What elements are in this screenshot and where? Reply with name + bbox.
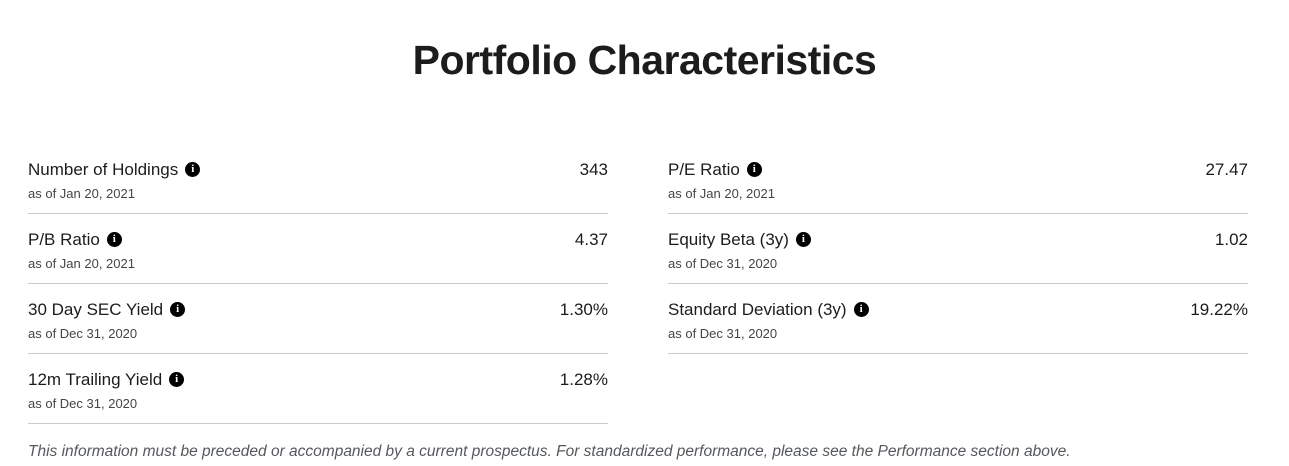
info-icon[interactable]: i xyxy=(795,232,811,248)
metric-label-wrap: 12m Trailing Yield i xyxy=(28,369,185,390)
metric-value: 1.30% xyxy=(559,300,608,320)
metric-label-wrap: 30 Day SEC Yield i xyxy=(28,299,186,320)
page-title: Portfolio Characteristics xyxy=(412,37,877,83)
metric-value: 1.28% xyxy=(559,370,608,390)
metrics-column-right: P/E Ratio i 27.47 as of Jan 20, 2021 Equ… xyxy=(668,159,1248,369)
metric-row-right-0: P/E Ratio i 27.47 as of Jan 20, 2021 xyxy=(668,159,1248,215)
metric-value: 19.22% xyxy=(1190,300,1248,320)
metric-label-wrap: P/B Ratio i xyxy=(28,229,122,250)
metric-row-right-1: Equity Beta (3y) i 1.02 as of Dec 31, 20… xyxy=(668,229,1248,285)
info-icon[interactable]: i xyxy=(185,162,201,178)
metrics-grid: Number of Holdings i 343 as of Jan 20, 2… xyxy=(28,159,1248,439)
metric-top-line: 12m Trailing Yield i 1.28% xyxy=(28,369,608,390)
info-icon[interactable]: i xyxy=(169,372,185,388)
metric-as-of-date: as of Jan 20, 2021 xyxy=(668,186,775,202)
info-icon[interactable]: i xyxy=(853,302,869,318)
prospectus-disclaimer: This information must be preceded or acc… xyxy=(28,443,1071,461)
metric-as-of-date: as of Dec 31, 2020 xyxy=(28,326,138,342)
metric-row-right-2: Standard Deviation (3y) i 19.22% as of D… xyxy=(668,299,1248,355)
metric-row-left-3: 12m Trailing Yield i 1.28% as of Dec 31,… xyxy=(28,369,608,425)
metric-label: P/B Ratio xyxy=(28,230,100,250)
metrics-column-left: Number of Holdings i 343 as of Jan 20, 2… xyxy=(28,159,608,439)
metric-label: Equity Beta (3y) xyxy=(668,230,789,250)
metric-top-line: 30 Day SEC Yield i 1.30% xyxy=(28,299,608,320)
metric-row-left-0: Number of Holdings i 343 as of Jan 20, 2… xyxy=(28,159,608,215)
metric-as-of-date: as of Dec 31, 2020 xyxy=(28,396,138,412)
metric-top-line: Standard Deviation (3y) i 19.22% xyxy=(668,299,1248,320)
metric-as-of-date: as of Dec 31, 2020 xyxy=(668,326,778,342)
metric-top-line: P/B Ratio i 4.37 xyxy=(28,229,608,250)
metric-value: 27.47 xyxy=(1205,160,1248,180)
metric-label: 30 Day SEC Yield xyxy=(28,300,164,320)
info-icon[interactable]: i xyxy=(106,232,122,248)
metric-value: 4.37 xyxy=(574,230,608,250)
metric-row-left-2: 30 Day SEC Yield i 1.30% as of Dec 31, 2… xyxy=(28,299,608,355)
metric-top-line: Number of Holdings i 343 xyxy=(28,159,608,180)
metric-top-line: Equity Beta (3y) i 1.02 xyxy=(668,229,1248,250)
metric-value: 343 xyxy=(579,160,608,180)
metric-label-wrap: Standard Deviation (3y) i xyxy=(668,299,869,320)
info-icon[interactable]: i xyxy=(170,302,186,318)
metric-as-of-date: as of Dec 31, 2020 xyxy=(668,256,778,272)
metric-label: 12m Trailing Yield xyxy=(28,370,163,390)
metric-label: Number of Holdings xyxy=(28,160,179,180)
metric-row-left-1: P/B Ratio i 4.37 as of Jan 20, 2021 xyxy=(28,229,608,285)
metric-label: Standard Deviation (3y) xyxy=(668,300,847,320)
metric-label-wrap: Equity Beta (3y) i xyxy=(668,229,811,250)
metric-as-of-date: as of Jan 20, 2021 xyxy=(28,256,135,272)
metric-label-wrap: Number of Holdings i xyxy=(28,159,201,180)
metric-label: P/E Ratio xyxy=(668,160,740,180)
metric-top-line: P/E Ratio i 27.47 xyxy=(668,159,1248,180)
metric-label-wrap: P/E Ratio i xyxy=(668,159,762,180)
metric-value: 1.02 xyxy=(1214,230,1248,250)
info-icon[interactable]: i xyxy=(746,162,762,178)
metric-as-of-date: as of Jan 20, 2021 xyxy=(28,186,135,202)
